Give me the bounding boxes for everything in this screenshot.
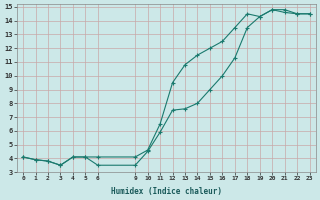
X-axis label: Humidex (Indice chaleur): Humidex (Indice chaleur) [111, 187, 222, 196]
